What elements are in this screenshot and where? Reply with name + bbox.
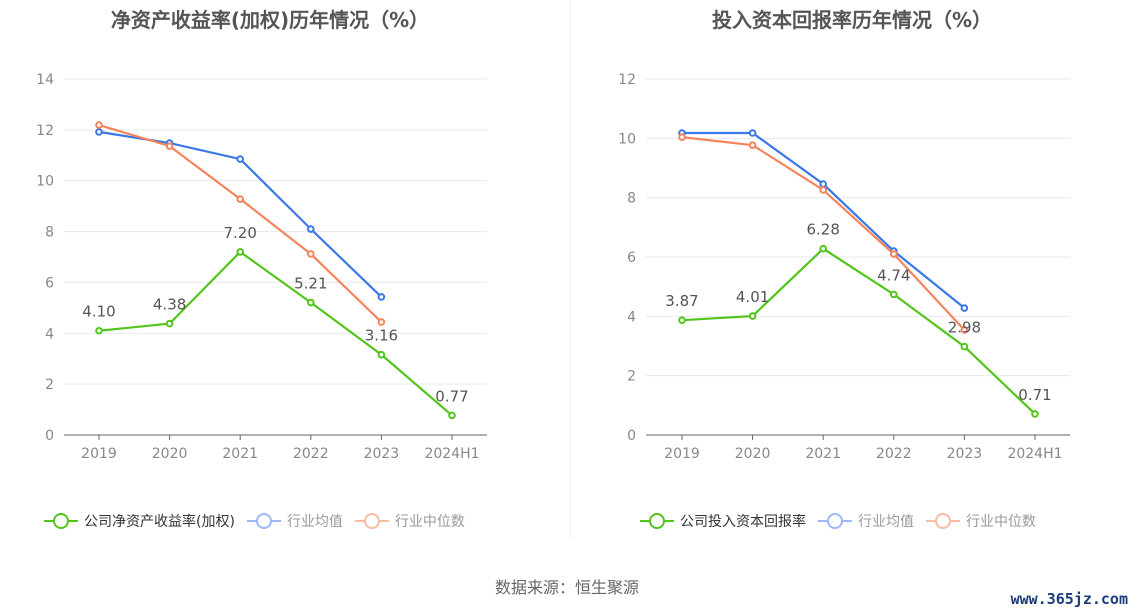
legend-marker-icon (44, 511, 78, 531)
x-tick-label: 2023 (364, 446, 400, 462)
data-point-company (1031, 410, 1039, 418)
data-label: 3.16 (365, 327, 398, 345)
y-tick-label: 6 (45, 275, 54, 291)
data-point-company (448, 411, 456, 420)
legend-item-company[interactable]: 公司投入资本回报率 (640, 511, 806, 531)
y-tick-label: 4 (627, 309, 636, 325)
chart-title-roic: 投入资本回报率历年情况（%） (711, 8, 993, 32)
y-tick-label: 14 (36, 72, 54, 88)
data-point-company (748, 312, 757, 320)
y-tick-label: 0 (627, 428, 636, 444)
y-tick-label: 4 (45, 326, 54, 342)
data-point-company (377, 350, 386, 359)
data-point-company (890, 290, 898, 299)
data-label: 4.74 (877, 266, 910, 284)
x-tick-label: 2019 (81, 446, 117, 462)
x-tick-label: 2024H1 (1007, 446, 1062, 462)
data-point-avg (307, 225, 315, 233)
data-point-median (748, 141, 757, 149)
chart-title-roe: 净资产收益率(加权)历年情况（%） (110, 8, 430, 32)
data-point-avg (95, 128, 103, 136)
y-tick-label: 2 (45, 377, 54, 393)
y-tick-label: 8 (627, 191, 636, 207)
data-source: 数据来源：恒生聚源 (494, 578, 639, 597)
data-label: 5.21 (294, 275, 327, 293)
legend-roe: 公司净资产收益率(加权) 行业均值 行业中位数 (44, 511, 477, 531)
y-tick-label: 8 (45, 225, 54, 241)
data-point-company (165, 319, 174, 328)
data-point-avg (748, 129, 757, 137)
x-tick-label: 2020 (152, 446, 188, 462)
legend-marker-icon (818, 511, 852, 531)
data-label: 0.77 (435, 387, 468, 405)
data-label: 3.87 (665, 292, 698, 310)
series-line-company (681, 247, 1036, 415)
legend-label: 行业均值 (286, 514, 343, 530)
y-tick-label: 12 (618, 72, 636, 88)
legend-item-avg[interactable]: 行业均值 (246, 511, 343, 531)
data-label: 7.20 (223, 224, 256, 242)
x-tick-label: 2023 (947, 446, 983, 462)
y-tick-label: 10 (618, 131, 636, 147)
data-label: 4.38 (153, 296, 186, 314)
data-point-avg (377, 293, 386, 301)
legend-marker-icon (640, 511, 674, 531)
x-tick-label: 2022 (876, 446, 912, 462)
x-tick-label: 2021 (222, 446, 258, 462)
series-line-company (98, 250, 453, 417)
data-point-avg (236, 155, 244, 163)
legend-label: 行业中位数 (394, 514, 465, 530)
data-label: 2.98 (948, 319, 981, 337)
legend-marker-icon (354, 511, 389, 531)
divider (570, 0, 571, 540)
legend-label: 行业中位数 (966, 514, 1036, 530)
data-point-median (307, 250, 315, 258)
data-point-avg (960, 304, 969, 312)
data-point-median (236, 195, 244, 203)
data-point-median (165, 142, 174, 150)
data-point-company (307, 298, 315, 307)
data-point-median (95, 121, 103, 129)
watermark: www.365jz.com (1010, 590, 1128, 608)
legend-marker-icon (926, 511, 960, 531)
data-point-company (678, 316, 686, 324)
x-tick-label: 2019 (664, 446, 700, 462)
data-point-median (377, 318, 386, 326)
x-tick-label: 2020 (735, 446, 771, 462)
y-tick-label: 10 (36, 174, 54, 190)
legend-item-median[interactable]: 行业中位数 (926, 511, 1036, 531)
data-label: 0.71 (1018, 386, 1051, 404)
y-tick-label: 12 (36, 123, 54, 139)
y-tick-label: 0 (45, 428, 54, 444)
x-tick-label: 2021 (805, 446, 841, 462)
legend-item-company[interactable]: 公司净资产收益率(加权) (44, 511, 235, 531)
data-point-median (890, 250, 898, 258)
y-tick-label: 2 (627, 369, 636, 385)
data-point-company (819, 244, 828, 253)
data-point-avg (819, 180, 828, 188)
legend-marker-icon (246, 511, 281, 531)
x-tick-label: 2024H1 (424, 446, 479, 462)
x-tick-label: 2022 (293, 446, 329, 462)
data-label: 6.28 (806, 221, 839, 239)
legend-label: 公司净资产收益率(加权) (84, 514, 235, 530)
data-label: 4.01 (736, 288, 769, 306)
data-point-company (960, 342, 969, 351)
y-tick-label: 6 (627, 250, 636, 266)
legend-label: 行业均值 (858, 514, 914, 530)
data-point-median (678, 133, 686, 141)
legend-item-median[interactable]: 行业中位数 (354, 511, 465, 531)
data-label: 4.10 (82, 303, 115, 321)
legend-roic: 公司投入资本回报率 行业均值 行业中位数 (640, 511, 1048, 531)
legend-label: 公司投入资本回报率 (680, 514, 806, 530)
data-point-company (236, 248, 244, 256)
data-point-company (95, 326, 103, 335)
legend-item-avg[interactable]: 行业均值 (818, 511, 914, 531)
data-point-median (819, 186, 828, 194)
data-point-median (960, 326, 969, 334)
